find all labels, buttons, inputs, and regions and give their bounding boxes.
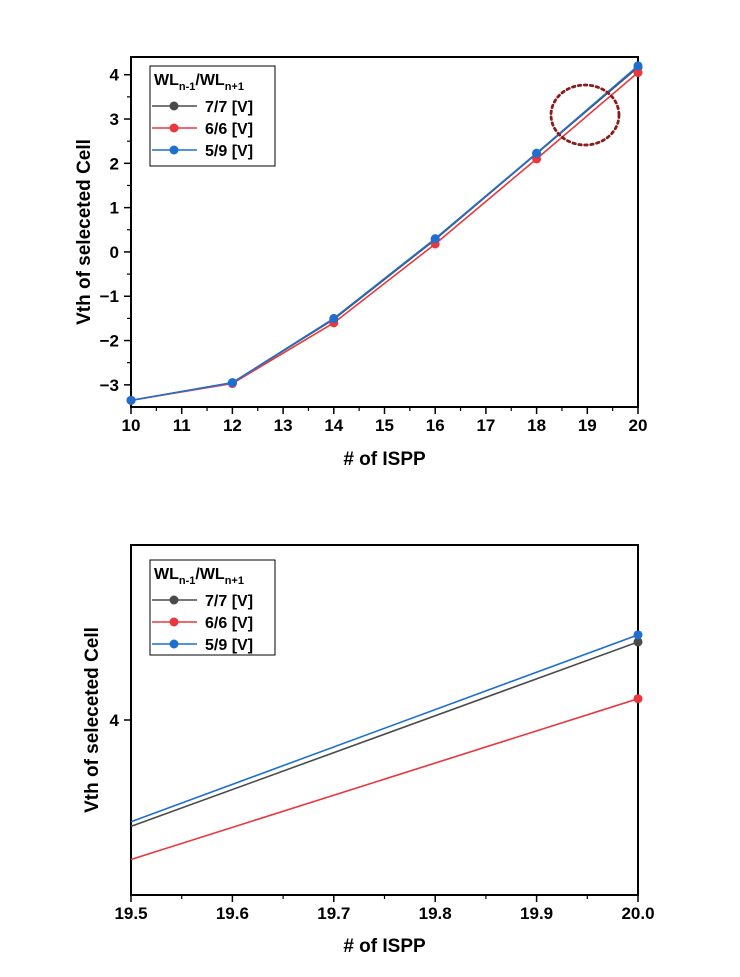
x-axis: 19.5 19.6 19.7 19.8 19.9 20.0 [114,895,655,923]
x-axis: 10 11 12 13 14 15 16 17 18 19 20 [122,407,648,435]
legend-label: 5/9 [V] [205,637,253,654]
x-tick-label: 16 [426,416,445,435]
legend-marker [169,617,179,627]
legend-label: 7/7 [V] [205,99,253,116]
series-layer [126,61,643,405]
data-point [126,395,136,405]
legend: WLn-1/WLn+1 7/7 [V] 6/6 [V] 5/9 [V] [149,65,276,167]
y-tick-label: 2 [110,154,119,173]
series-line [130,697,639,861]
x-tick-label: 19.9 [520,904,553,923]
highlight-ellipse [549,83,621,147]
y-tick-label: −2 [100,332,119,351]
x-tick-label: 11 [173,416,191,435]
y-axis: −3 −2 −1 0 1 2 3 4 [100,66,131,395]
legend-label: 5/9 [V] [205,143,253,160]
legend-marker [169,595,179,605]
data-point [633,630,643,640]
legend-title: WLn-1/WLn+1 [154,72,244,93]
x-tick-label: 17 [476,416,495,435]
y-tick-label: 4 [110,711,120,730]
legend-marker [169,123,179,133]
x-tick-label: 20 [629,416,648,435]
x-tick-label: 15 [375,416,394,435]
data-point [227,378,237,388]
series-line [130,641,639,828]
y-tick-label: −1 [100,287,119,306]
y-axis: 4 [110,711,131,730]
legend-label: 6/6 [V] [205,615,253,632]
data-point [532,148,542,158]
legend-box [149,559,276,656]
legend: WLn-1/WLn+1 7/7 [V] 6/6 [V] 5/9 [V] [149,559,276,656]
annotation-layer [549,83,621,147]
data-point [633,68,643,78]
x-tick-label: 10 [122,416,141,435]
y-axis-title: Vth of seleceted Cell [82,627,103,813]
y-tick-label: 3 [110,110,119,129]
series-line [130,634,639,823]
y-tick-label: 1 [110,199,119,218]
x-tick-label: 19.7 [317,904,350,923]
data-point [633,61,643,71]
x-tick-label: 13 [274,416,293,435]
x-tick-label: 12 [223,416,242,435]
x-tick-label: 19.8 [419,904,452,923]
series-layer [130,630,643,861]
y-tick-label: 0 [110,243,119,262]
data-point [329,313,339,323]
legend-title: WLn-1/WLn+1 [154,566,244,587]
x-tick-label: 20.0 [621,904,654,923]
x-tick-label: 19.6 [216,904,249,923]
x-tick-label: 19 [578,416,597,435]
y-tick-label: −3 [100,376,119,395]
data-point [633,694,643,704]
y-tick-label: 4 [110,66,120,85]
x-axis-title: # of ISPP [343,936,426,957]
chart-bottom: 19.5 19.6 19.7 19.8 19.9 20.0 4 WLn-1/WLn+1 7/… [82,544,655,957]
data-point [430,234,440,244]
legend-marker [169,145,179,155]
legend-label: 7/7 [V] [205,593,253,610]
x-axis-title: # of ISPP [343,449,426,470]
y-axis-title: Vth of seleceted Cell [74,139,95,325]
legend-label: 6/6 [V] [205,121,253,138]
x-tick-label: 14 [324,416,343,435]
x-tick-label: 19.5 [114,904,147,923]
x-tick-label: 18 [527,416,546,435]
legend-marker [169,101,179,111]
legend-marker [169,639,179,649]
series-line [130,65,639,402]
data-point [633,637,643,647]
